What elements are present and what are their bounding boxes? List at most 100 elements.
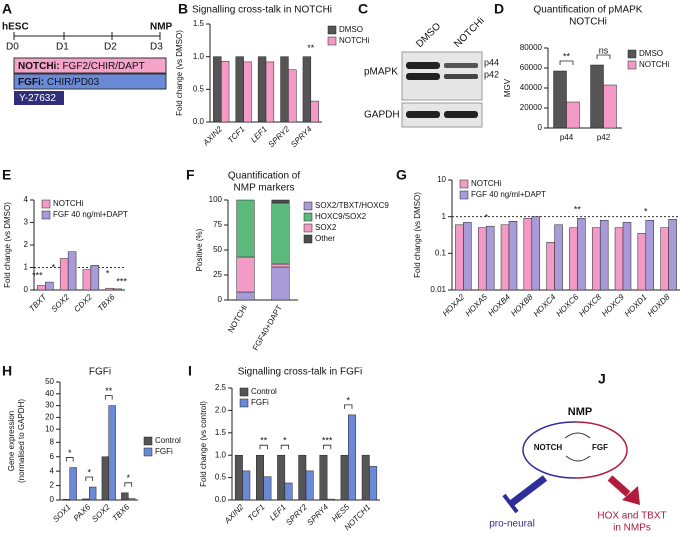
bar bbox=[500, 224, 510, 291]
bar bbox=[37, 285, 46, 291]
legend-label: SOX2/TBXT/HOXC9 bbox=[315, 201, 389, 210]
panel-c: C DMSO NOTCHi pMAPK p44 p42 GAPDH bbox=[358, 1, 499, 128]
panel-letter: I bbox=[188, 363, 192, 379]
bar bbox=[59, 258, 69, 291]
bar bbox=[523, 218, 533, 291]
bar bbox=[69, 467, 77, 501]
bar-segment bbox=[236, 291, 255, 301]
x-tick-label: NOTCHi bbox=[226, 303, 249, 334]
y-tick-label: 75 bbox=[213, 220, 222, 229]
bar bbox=[463, 222, 472, 291]
node-label: FGF bbox=[592, 443, 608, 452]
y-tick-label: 40 bbox=[45, 389, 54, 398]
x-tick-label: HOXB4 bbox=[486, 292, 512, 318]
bar bbox=[256, 454, 264, 501]
significance-label: ** bbox=[563, 51, 571, 61]
chart-title: Quantification of bbox=[228, 171, 300, 182]
legend-swatch bbox=[327, 25, 337, 35]
bar bbox=[90, 265, 100, 291]
significance-bracket bbox=[323, 444, 332, 450]
legend-swatch bbox=[627, 49, 637, 59]
y-tick-label: 2.0 bbox=[215, 406, 227, 415]
bar bbox=[645, 219, 655, 291]
bar bbox=[89, 486, 97, 501]
panel-letter: C bbox=[358, 1, 368, 17]
y-tick-label: 50 bbox=[213, 245, 222, 254]
significance-label: *** bbox=[322, 436, 333, 446]
legend-swatch bbox=[327, 36, 337, 46]
panel-letter: B bbox=[178, 1, 188, 17]
hub-outline bbox=[574, 421, 628, 479]
y-tick-label: 1.5 bbox=[215, 428, 227, 437]
legend-label: NOTCHi bbox=[339, 36, 369, 45]
chart-title: Signalling cross-talk in NOTCHi bbox=[192, 5, 332, 16]
band bbox=[444, 63, 478, 68]
panel-a: A hESC NMP D0 D1 D2 D3 NOTCHi: FGF2/CHIR… bbox=[2, 1, 173, 105]
significance-label: * bbox=[347, 395, 351, 405]
y-tick-label: 0.0 bbox=[215, 495, 227, 504]
x-tick-label: FGF40+DAPT bbox=[251, 303, 284, 352]
x-tick-label: p44 bbox=[560, 133, 574, 142]
bar bbox=[305, 470, 314, 501]
band bbox=[444, 111, 478, 118]
x-tick-label: SPRY2 bbox=[284, 502, 309, 527]
x-tick-label: SOX2 bbox=[50, 292, 72, 314]
y-tick-label: 0.1 bbox=[435, 248, 447, 257]
y-tick-label: 1.0 bbox=[193, 52, 205, 61]
legend-label: NOTCHi bbox=[53, 199, 83, 208]
x-tick-label: TBX6 bbox=[111, 502, 132, 523]
bar bbox=[566, 101, 580, 129]
notchi-label: NOTCHi: bbox=[18, 61, 60, 72]
legend-label: FGFi bbox=[251, 398, 269, 407]
interaction-arrow bbox=[565, 455, 591, 462]
bar bbox=[82, 498, 90, 501]
chart-title: NMP markers bbox=[234, 183, 295, 194]
y-tick-label: 6 bbox=[50, 452, 55, 461]
bar-segment bbox=[271, 199, 290, 204]
significance-label: * bbox=[283, 436, 287, 446]
y-axis-label: MGV bbox=[503, 78, 512, 97]
bar bbox=[455, 224, 464, 291]
bar bbox=[121, 492, 129, 501]
y-tick-label: 0.5 bbox=[193, 84, 205, 93]
hub-label: NMP bbox=[568, 406, 592, 418]
y-axis-label: Fold change (vs control) bbox=[199, 401, 208, 487]
bar bbox=[234, 454, 243, 501]
bar bbox=[62, 499, 70, 501]
bar bbox=[242, 470, 251, 501]
bar bbox=[67, 251, 77, 291]
legend-label: SOX2 bbox=[315, 223, 337, 232]
x-tick-label: SOX2 bbox=[90, 502, 112, 524]
day-label: D0 bbox=[6, 42, 19, 53]
bar-segment bbox=[271, 263, 290, 268]
end-label: NMP bbox=[150, 22, 173, 33]
y-tick-label: 0 bbox=[538, 123, 543, 132]
panel-j: J NMP NOTCH FGF pro-neural HOX and TBXT … bbox=[489, 371, 666, 534]
panel-letter: A bbox=[2, 1, 12, 17]
x-tick-label: HOXC6 bbox=[554, 292, 580, 318]
bar bbox=[348, 414, 356, 501]
bar bbox=[668, 219, 677, 291]
fgfi-label: FGFi: bbox=[18, 77, 44, 88]
y-axis-label: Fold change (vs DMSO) bbox=[175, 30, 184, 116]
x-tick-label: SPRY4 bbox=[305, 502, 330, 527]
bar bbox=[508, 220, 518, 291]
bar bbox=[243, 61, 252, 123]
x-tick-label: SPRY4 bbox=[289, 124, 314, 149]
significance-bracket bbox=[85, 476, 94, 482]
x-tick-label: AXIN2 bbox=[222, 502, 246, 526]
y-tick-label: 50 bbox=[45, 377, 54, 386]
notchi-box bbox=[13, 57, 167, 74]
legend-swatch bbox=[303, 212, 313, 222]
bar bbox=[622, 222, 632, 291]
x-tick-label: SOX1 bbox=[51, 503, 72, 524]
chart-title: FGFi bbox=[89, 367, 111, 378]
significance-label: ns bbox=[599, 45, 609, 55]
x-tick-label: PAX6 bbox=[72, 502, 93, 523]
y-tick-label: 10 bbox=[45, 424, 54, 433]
significance-bracket bbox=[65, 457, 74, 462]
significance-label: * bbox=[87, 467, 91, 477]
day-label: D2 bbox=[104, 42, 117, 53]
bar bbox=[280, 56, 289, 123]
significance-bracket bbox=[280, 444, 289, 450]
